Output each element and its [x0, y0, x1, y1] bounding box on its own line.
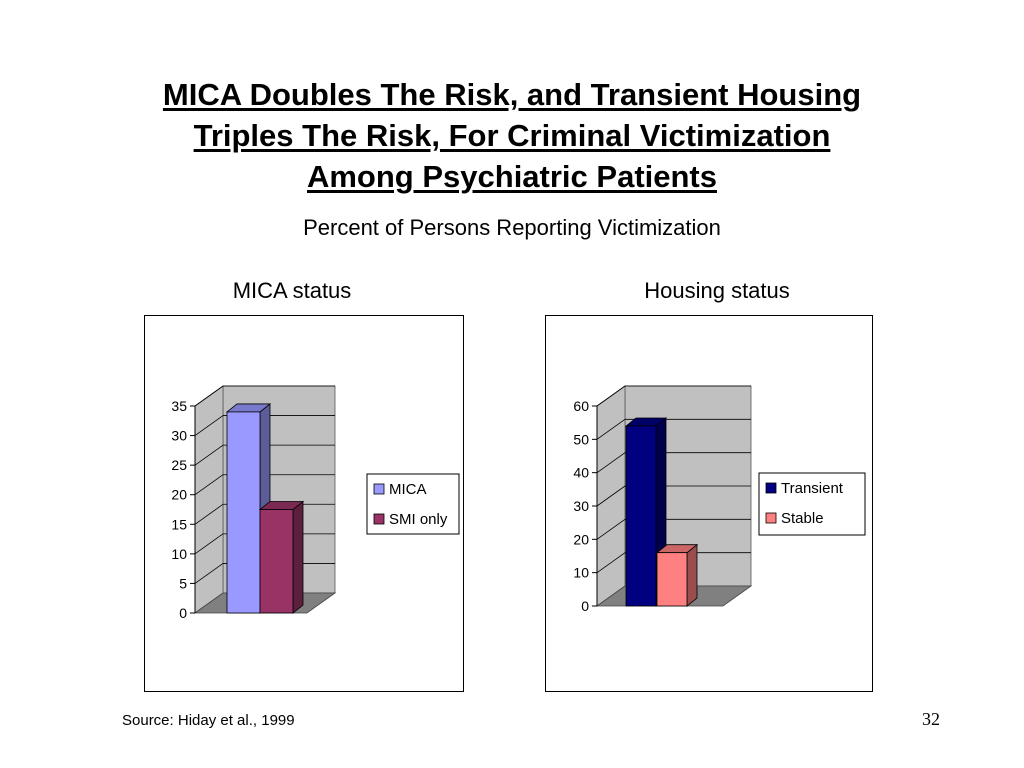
gridline-side: [194, 444, 224, 466]
y-tick-label: 10: [573, 565, 589, 581]
page-number: 32: [922, 709, 940, 729]
title-line-3: Among Psychiatric Patients: [306, 159, 717, 194]
gridline-side: [194, 533, 224, 555]
y-tick-label: 15: [171, 516, 187, 532]
bar-side: [686, 543, 698, 607]
bar-mica: [226, 411, 261, 614]
title-line-2: Triples The Risk, For Criminal Victimiza…: [193, 118, 831, 153]
gridline-side: [194, 503, 224, 525]
y-tick-label: 25: [171, 457, 187, 473]
y-tick-label: 30: [171, 428, 187, 444]
y-tick-label: 5: [179, 575, 187, 591]
housing-chart-frame: 0 10 20 30 40 50 60 Transient Stable: [545, 315, 873, 692]
y-tick-label: 10: [171, 546, 187, 562]
chart-title-mica: MICA status: [232, 278, 352, 303]
slide-title: MICA Doubles The Risk, and Transient Hou…: [100, 74, 924, 197]
bar-stable: [656, 552, 688, 607]
y-tick-label: 60: [573, 398, 589, 414]
y-tick-label: 20: [573, 531, 589, 547]
chart-title-housing: Housing status: [644, 278, 790, 303]
y-tick-label: 0: [179, 605, 187, 621]
gridline-side: [596, 419, 626, 440]
legend-label: Stable: [781, 510, 824, 527]
legend-label: SMI only: [389, 511, 448, 528]
bar-smi-only: [259, 509, 294, 614]
gridline-side: [596, 552, 626, 573]
gridline-side: [194, 415, 224, 436]
y-tick-label: 50: [573, 431, 589, 447]
legend-swatch: [373, 483, 385, 495]
legend-label: MICA: [389, 481, 427, 498]
bar-side: [292, 500, 304, 614]
mica-chart-frame: 0 5 10 15 20 25 30 35 MICA SMI only: [144, 315, 464, 692]
gridline-side: [194, 385, 224, 407]
gridline-side: [596, 519, 626, 540]
source-citation: Source: Hiday et al., 1999: [122, 712, 295, 729]
gridline-side: [596, 452, 626, 473]
y-tick-label: 30: [573, 498, 589, 514]
y-tick-label: 0: [581, 598, 589, 614]
title-line-1: MICA Doubles The Risk, and Transient Hou…: [162, 77, 862, 112]
housing-status-chart: 0 10 20 30 40 50 60 Transient Stable: [573, 385, 866, 614]
gridline-side: [596, 485, 626, 507]
legend-swatch: [373, 513, 385, 525]
y-tick-label: 40: [573, 465, 589, 481]
gridline-side: [194, 474, 224, 496]
side-wall: [194, 385, 224, 614]
legend-label: Transient: [781, 480, 844, 497]
gridline-side: [194, 563, 224, 584]
legend-swatch: [765, 512, 777, 524]
bar-transient: [625, 425, 657, 607]
legend-box: [758, 472, 866, 536]
legend-swatch: [765, 482, 777, 494]
y-tick-label: 20: [171, 487, 187, 503]
y-tick-label: 35: [171, 398, 187, 414]
mica-status-chart: 0 5 10 15 20 25 30 35 MICA SMI only: [171, 385, 460, 621]
slide-subtitle: Percent of Persons Reporting Victimizati…: [303, 215, 721, 240]
gridline-side: [596, 385, 626, 407]
